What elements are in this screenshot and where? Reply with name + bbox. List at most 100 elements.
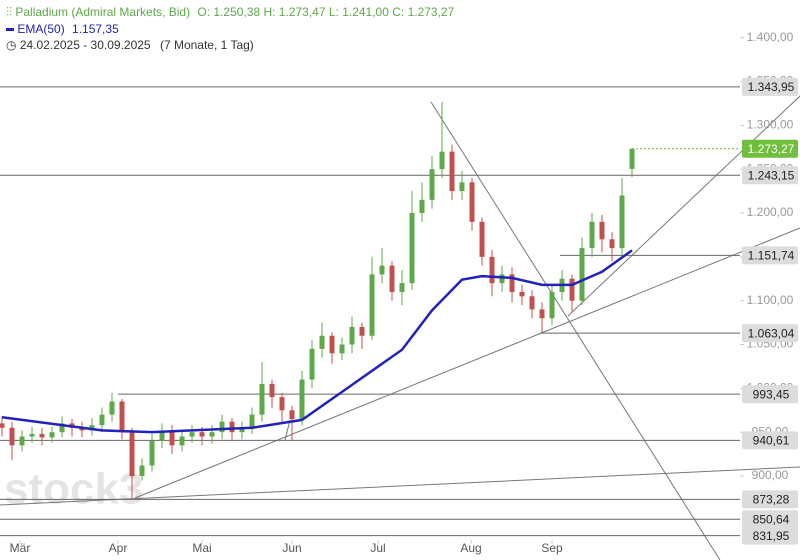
candle-body xyxy=(439,151,445,170)
level-label: 993,45 xyxy=(753,387,790,401)
ema-line xyxy=(1,249,633,434)
candle-body xyxy=(409,213,415,284)
candle-body xyxy=(389,265,395,292)
level-box xyxy=(742,77,798,96)
candle-body xyxy=(429,169,435,200)
candle-body xyxy=(99,414,105,426)
candle-body xyxy=(9,427,15,446)
candle-body xyxy=(219,421,225,433)
candle-body xyxy=(519,291,525,297)
candle-body xyxy=(379,265,385,275)
icon: ⫶⫶ xyxy=(6,5,13,19)
candle-body xyxy=(369,274,375,336)
level-label: 873,28 xyxy=(753,493,790,507)
y-tick-label: 1.400,00 xyxy=(747,30,794,44)
level-label: 940,61 xyxy=(753,434,790,448)
trend-lines xyxy=(0,86,800,560)
x-tick-label: Jun xyxy=(282,541,301,555)
candle-body xyxy=(539,309,545,319)
candle-body xyxy=(469,182,475,222)
candle-body xyxy=(449,151,455,192)
trend-line xyxy=(284,419,291,441)
level-box xyxy=(742,526,798,545)
x-tick-label: Sep xyxy=(541,541,563,555)
trend-line xyxy=(0,466,800,506)
candle-body xyxy=(179,436,185,446)
candle-body xyxy=(19,436,25,446)
candle-body xyxy=(319,335,325,349)
level-label: 850,64 xyxy=(753,512,790,526)
y-tick-label: 1.200,00 xyxy=(747,205,794,219)
ema-value: 1.157,35 xyxy=(72,22,119,36)
candle-body xyxy=(459,182,465,192)
y-tick-label: 900,00 xyxy=(752,468,789,482)
y-tick-label: 1.100,00 xyxy=(747,293,794,307)
x-tick-label: Mai xyxy=(192,541,211,555)
level-box xyxy=(742,324,798,343)
trend-line xyxy=(134,227,800,499)
level-label: 1.343,95 xyxy=(748,80,795,94)
ema-line: EMA(50) 1.157,35 xyxy=(6,22,119,36)
trend-line xyxy=(430,101,721,560)
x-tick-label: Jul xyxy=(370,541,385,555)
candle-body xyxy=(39,433,45,438)
candle-body xyxy=(359,326,365,336)
instrument-title: Palladium (Admiral Markets, Bid) xyxy=(15,5,191,19)
level-box xyxy=(742,510,798,529)
trend-line xyxy=(567,95,800,317)
last-price-box xyxy=(742,139,798,158)
level-box xyxy=(742,490,798,509)
candle-body xyxy=(239,427,245,433)
candle-body xyxy=(509,274,515,292)
candle-body xyxy=(349,326,355,345)
candle-body xyxy=(489,256,495,284)
candle-body xyxy=(339,344,345,354)
candle-body xyxy=(629,148,635,169)
candle-body xyxy=(229,421,235,433)
level-label: 831,95 xyxy=(753,529,790,543)
level-box xyxy=(742,166,798,185)
candle-body xyxy=(109,401,115,415)
x-tick-label: Aug xyxy=(460,541,481,555)
level-label: 1.243,15 xyxy=(748,168,795,182)
candle-body xyxy=(269,383,275,398)
candle-body xyxy=(329,335,335,354)
candle-body xyxy=(259,383,265,415)
header-line: ⫶⫶ Palladium (Admiral Markets, Bid) O: 1… xyxy=(6,5,454,20)
candle-body xyxy=(139,465,145,477)
x-tick-label: Mär xyxy=(10,541,31,555)
candle-body xyxy=(159,430,165,441)
candle-body xyxy=(89,425,95,431)
candle-body xyxy=(599,221,605,240)
clock-icon: ◷ xyxy=(6,38,17,52)
candle-body xyxy=(199,432,205,437)
candle-body xyxy=(299,379,305,420)
candle-body xyxy=(0,423,5,428)
candle-body xyxy=(129,432,135,477)
candle-body xyxy=(399,283,405,292)
ema-name: EMA(50) xyxy=(17,22,65,36)
candle-body xyxy=(189,432,195,437)
candle-body xyxy=(569,278,575,301)
candle-body xyxy=(209,432,215,437)
candle-body xyxy=(119,401,125,433)
candle-body xyxy=(589,221,595,249)
y-tick-label: 1.300,00 xyxy=(747,118,794,132)
candle-body xyxy=(479,221,485,257)
level-label: 1.151,74 xyxy=(748,248,795,262)
candle-body xyxy=(619,195,625,249)
level-box xyxy=(742,246,798,265)
level-label: 1.063,04 xyxy=(748,326,795,340)
date-range: 24.02.2025 - 30.09.2025 xyxy=(19,38,151,52)
candle-body xyxy=(249,414,255,428)
candle-body xyxy=(529,296,535,310)
ema-swatch xyxy=(6,28,14,32)
candle-body xyxy=(549,291,555,319)
candle-body xyxy=(579,248,585,301)
candle-body xyxy=(49,432,55,438)
candle-body xyxy=(169,430,175,446)
span: (7 Monate, 1 Tag) xyxy=(159,38,254,52)
ohlc: O: 1.250,38 H: 1.273,47 L: 1.241,00 C: 1… xyxy=(197,5,455,19)
candle-body xyxy=(289,410,295,420)
